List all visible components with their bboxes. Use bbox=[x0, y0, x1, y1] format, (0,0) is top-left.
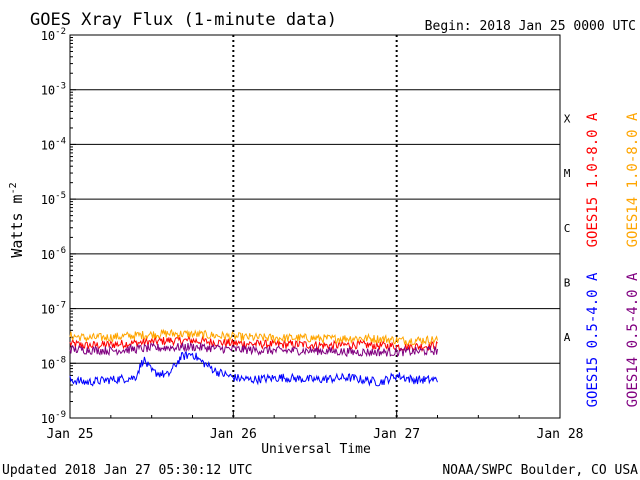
x-axis-ticks: Jan 25 Jan 26 Jan 27 Jan 28 bbox=[47, 412, 584, 442]
series-line bbox=[69, 350, 438, 387]
x-axis-label: Universal Time bbox=[261, 442, 371, 457]
series-lines bbox=[69, 328, 438, 387]
flare-class-label: X bbox=[564, 112, 571, 125]
decade-gridlines bbox=[70, 89, 560, 364]
y-axis-ticks: 10-210-310-410-510-610-710-810-9 bbox=[41, 27, 76, 426]
day-separators bbox=[232, 35, 398, 418]
y-tick-base: 10 bbox=[41, 303, 55, 317]
legend-entry: GOES14 1.0-8.0 A bbox=[625, 112, 640, 247]
y-tick-exp: -6 bbox=[55, 246, 66, 256]
updated-label: Updated 2018 Jan 27 05:30:12 UTC bbox=[2, 463, 252, 478]
x-tick-label: Jan 27 bbox=[373, 427, 420, 442]
y-tick-base: 10 bbox=[41, 138, 55, 152]
flare-class-label: A bbox=[564, 331, 571, 344]
legend-entry: GOES15 0.5-4.0 A bbox=[585, 272, 601, 407]
y-tick-label: 10-8 bbox=[41, 355, 66, 371]
legend-entry: GOES14 0.5-4.0 A bbox=[625, 272, 640, 407]
chart-title: GOES Xray Flux (1-minute data) bbox=[30, 10, 337, 30]
y-tick-exp: -3 bbox=[55, 82, 66, 92]
y-tick-label: 10-4 bbox=[41, 136, 66, 152]
y-tick-exp: -8 bbox=[55, 355, 66, 365]
flare-class-labels: X M C B A bbox=[564, 112, 571, 344]
y-tick-label: 10-7 bbox=[41, 301, 66, 317]
y-tick-exp: -2 bbox=[55, 27, 66, 37]
credit-label: NOAA/SWPC Boulder, CO USA bbox=[442, 463, 638, 478]
y-axis-label-exp: -2 bbox=[8, 182, 19, 194]
y-tick-base: 10 bbox=[41, 248, 55, 262]
y-tick-exp: -4 bbox=[55, 136, 66, 146]
y-tick-base: 10 bbox=[41, 193, 55, 207]
y-tick-label: 10-3 bbox=[41, 82, 66, 98]
legend: GOES15 1.0-8.0 A GOES14 1.0-8.0 A GOES15 0… bbox=[585, 112, 640, 407]
series-line bbox=[69, 342, 438, 358]
x-tick-label: Jan 26 bbox=[210, 427, 257, 442]
series-line bbox=[69, 328, 438, 346]
y-tick-exp: -7 bbox=[55, 301, 66, 311]
legend-entry: GOES15 1.0-8.0 A bbox=[585, 112, 601, 247]
y-axis-label: Watts m-2 bbox=[8, 182, 26, 257]
y-tick-label: 10-6 bbox=[41, 246, 66, 262]
x-tick-label: Jan 25 bbox=[47, 427, 94, 442]
y-tick-label: 10-5 bbox=[41, 191, 66, 207]
y-tick-base: 10 bbox=[41, 84, 55, 98]
flare-class-label: M bbox=[564, 167, 571, 180]
y-tick-label: 10-9 bbox=[41, 410, 66, 426]
y-tick-label: 10-2 bbox=[41, 27, 66, 43]
y-tick-exp: -5 bbox=[55, 191, 66, 201]
y-tick-base: 10 bbox=[41, 29, 55, 43]
y-tick-exp: -9 bbox=[55, 410, 66, 420]
y-tick-base: 10 bbox=[41, 412, 55, 426]
x-tick-label: Jan 28 bbox=[537, 427, 584, 442]
flare-class-label: C bbox=[564, 222, 571, 235]
y-axis-label-base: Watts m bbox=[8, 194, 26, 257]
begin-label: Begin: 2018 Jan 25 0000 UTC bbox=[425, 19, 636, 34]
flare-class-label: B bbox=[564, 276, 571, 289]
series-line bbox=[69, 334, 438, 353]
y-tick-base: 10 bbox=[41, 357, 55, 371]
